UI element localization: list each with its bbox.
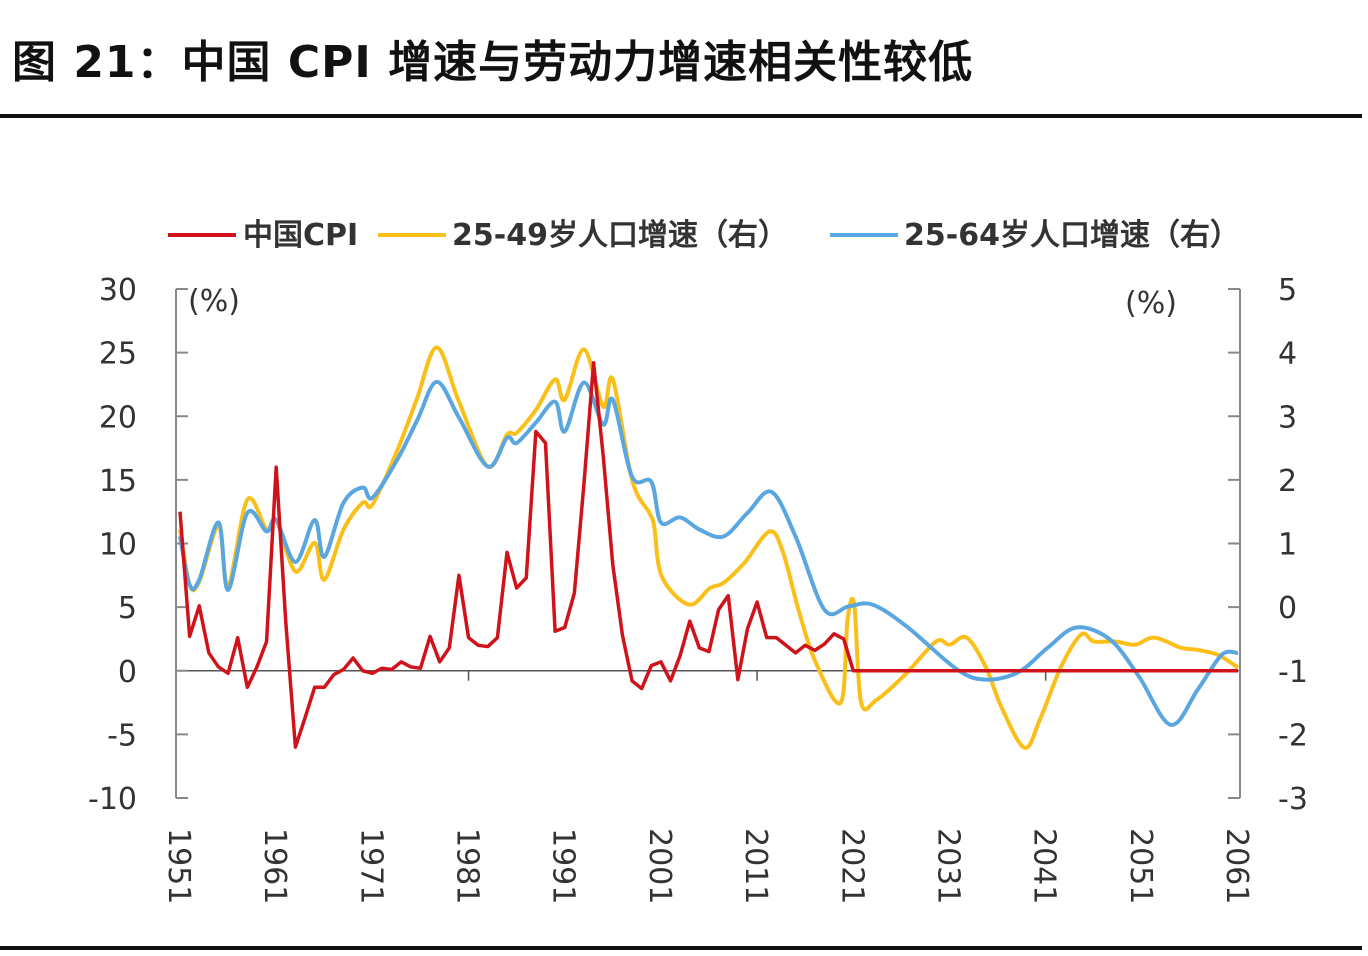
left-tick-label: 15 xyxy=(99,464,137,499)
legend: 中国CPI 25-49岁人口增速（右） 25-64岁人口增速（右） xyxy=(168,218,1240,253)
right-tick-label: -1 xyxy=(1278,655,1308,690)
x-tick-label: 2051 xyxy=(1123,828,1158,904)
right-tick-label: 2 xyxy=(1278,464,1297,499)
left-tick-label: 5 xyxy=(118,591,137,626)
x-tick-label: 1981 xyxy=(450,828,485,904)
right-tick-label: 5 xyxy=(1278,273,1297,308)
left-tick-label: -5 xyxy=(107,718,137,753)
x-tick-label: 1951 xyxy=(161,828,196,904)
series-line-25-49 xyxy=(178,345,1240,750)
x-tick-label: 2001 xyxy=(642,828,677,904)
x-tick-label: 2011 xyxy=(738,828,773,904)
x-tick-label: 1991 xyxy=(546,828,581,904)
left-unit-label: (%) xyxy=(188,284,240,319)
right-tick-label: 4 xyxy=(1278,337,1297,372)
right-tick-label: 1 xyxy=(1278,528,1297,563)
right-tick-label: 3 xyxy=(1278,400,1297,435)
right-tick-label: -2 xyxy=(1278,718,1308,753)
legend-label-25-64: 25-64岁人口增速（右） xyxy=(904,218,1240,253)
top-rule xyxy=(0,114,1362,118)
x-tick-label: 2041 xyxy=(1027,828,1062,904)
left-tick-label: 10 xyxy=(99,528,137,563)
right-tick-label: -3 xyxy=(1278,782,1308,817)
x-tick-label: 1961 xyxy=(257,828,292,904)
left-tick-label: 30 xyxy=(99,273,137,308)
left-tick-label: 20 xyxy=(99,400,137,435)
figure-title: 图 21：中国 CPI 增速与劳动力增速相关性较低 xyxy=(12,37,974,88)
left-tick-label: 25 xyxy=(99,337,137,372)
left-tick-label: -10 xyxy=(88,782,137,817)
series-line-cpi xyxy=(178,361,1238,749)
right-unit-label: (%) xyxy=(1125,286,1177,321)
right-tick-label: 0 xyxy=(1278,591,1297,626)
x-tick-label: 2021 xyxy=(834,828,869,904)
x-tick-label: 2061 xyxy=(1219,828,1254,904)
legend-label-cpi: 中国CPI xyxy=(243,218,358,253)
left-tick-label: 0 xyxy=(118,655,137,690)
series-line-25-64 xyxy=(178,379,1239,727)
x-tick-label: 2031 xyxy=(930,828,965,904)
x-tick-label: 1971 xyxy=(353,828,388,904)
bottom-rule xyxy=(0,946,1362,950)
legend-label-25-49: 25-49岁人口增速（右） xyxy=(452,218,788,253)
